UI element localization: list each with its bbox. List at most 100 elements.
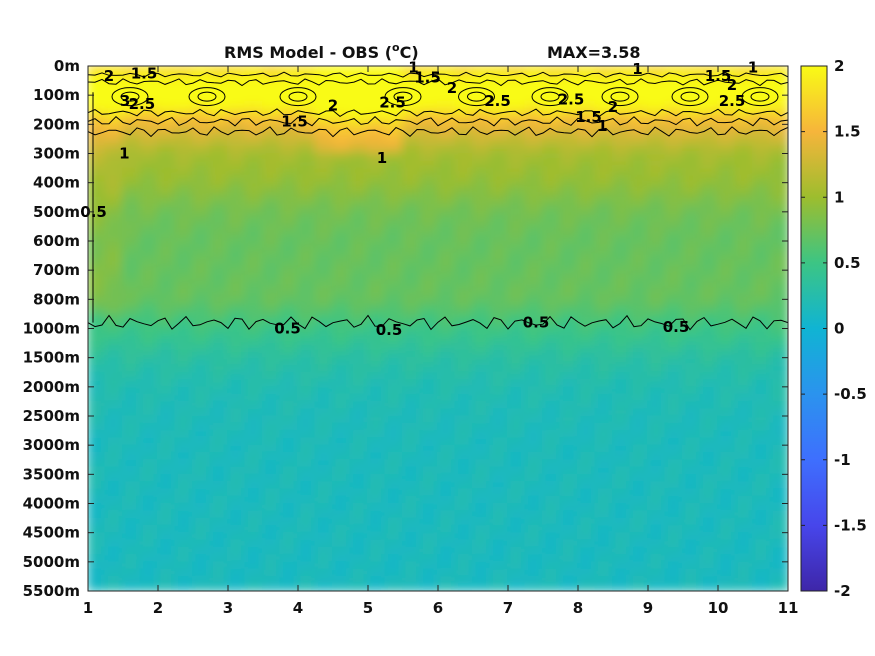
heatmap-cell (349, 255, 369, 264)
heatmap-cell (244, 437, 264, 446)
heatmap-cell (594, 371, 614, 381)
heatmap-cell (769, 211, 788, 220)
heatmap-cell (489, 291, 509, 300)
heatmap-cell (262, 379, 282, 388)
heatmap-cell (157, 342, 177, 351)
heatmap-cell (472, 546, 492, 556)
heatmap-cell (367, 466, 387, 475)
heatmap-cell (104, 532, 124, 541)
y-tick-label: 400m (33, 174, 80, 192)
heatmap-cell (384, 546, 404, 556)
heatmap-cell (489, 138, 509, 147)
contour-label: 1 (748, 58, 758, 76)
heatmap-cell (139, 145, 159, 154)
heatmap-cell (699, 393, 719, 402)
heatmap-cell (227, 561, 247, 570)
heatmap-cell (507, 495, 527, 504)
heatmap-cell (629, 153, 649, 162)
heatmap-cell (682, 466, 702, 475)
heatmap-cell (157, 72, 177, 82)
heatmap-cell (279, 255, 299, 264)
heatmap-cell (612, 269, 632, 278)
heatmap-cell (367, 386, 387, 395)
heatmap-cell (524, 94, 544, 103)
heatmap-cell (279, 400, 299, 410)
heatmap-cell (472, 276, 492, 286)
heatmap-cell (489, 167, 509, 176)
heatmap-cell (192, 72, 212, 82)
heatmap-cell (297, 546, 317, 556)
heatmap-cell (717, 524, 737, 534)
heatmap-cell (279, 160, 299, 169)
heatmap-cell (88, 233, 107, 242)
heatmap-cell (367, 510, 387, 519)
heatmap-cell (454, 583, 474, 591)
heatmap-cell (402, 488, 422, 497)
heatmap-cell (209, 415, 229, 424)
heatmap-cell (279, 546, 299, 556)
heatmap-cell (244, 524, 264, 534)
heatmap-cell (192, 306, 212, 315)
heatmap-cell (717, 415, 737, 424)
heatmap-cell (349, 284, 369, 293)
heatmap-cell (752, 357, 772, 366)
heatmap-cell (612, 218, 632, 227)
heatmap-cell (647, 276, 667, 286)
heatmap-cell (279, 109, 299, 118)
heatmap-cell (682, 488, 702, 497)
heatmap-cell (419, 101, 439, 111)
heatmap-cell (227, 444, 247, 453)
heatmap-cell (507, 225, 527, 235)
heatmap-cell (297, 459, 317, 468)
heatmap-cell (612, 66, 632, 74)
heatmap-cell (542, 291, 562, 300)
heatmap-cell (542, 204, 562, 213)
heatmap-cell (122, 240, 142, 249)
heatmap-cell (664, 72, 684, 82)
heatmap-cell (682, 503, 702, 512)
heatmap-cell (349, 422, 369, 432)
heatmap-cell (559, 218, 579, 227)
heatmap-cell (402, 284, 422, 293)
heatmap-cell (314, 240, 334, 249)
heatmap-cell (297, 160, 317, 169)
heatmap-cell (139, 276, 159, 286)
heatmap-cell (717, 262, 737, 271)
heatmap-cell (717, 473, 737, 483)
heatmap-cell (542, 328, 562, 337)
heatmap-cell (122, 532, 142, 541)
heatmap-cell (122, 561, 142, 570)
heatmap-cell (577, 225, 597, 235)
heatmap-cell (297, 386, 317, 395)
heatmap-cell (647, 306, 667, 315)
heatmap-cell (682, 495, 702, 504)
heatmap-cell (157, 196, 177, 206)
heatmap-cell (454, 393, 474, 402)
heatmap-cell (717, 233, 737, 242)
heatmap-cell (612, 495, 632, 504)
heatmap-cell (542, 379, 562, 388)
heatmap-cell (384, 437, 404, 446)
heatmap-cell (262, 517, 282, 526)
heatmap-cell (542, 561, 562, 570)
heatmap-cell (472, 291, 492, 300)
heatmap-cell (227, 160, 247, 169)
heatmap-cell (629, 408, 649, 417)
heatmap-cell (297, 138, 317, 147)
heatmap-cell (402, 269, 422, 278)
heatmap-cell (349, 481, 369, 490)
heatmap-cell (647, 451, 667, 461)
heatmap-cell (647, 66, 667, 74)
heatmap-cell (244, 393, 264, 402)
heatmap-cell (384, 488, 404, 497)
heatmap-cell (629, 510, 649, 519)
heatmap-cell (507, 379, 527, 388)
heatmap-cell (577, 123, 597, 133)
heatmap-cell (297, 306, 317, 315)
heatmap-cell (629, 517, 649, 526)
heatmap-cell (629, 233, 649, 242)
heatmap-cell (577, 196, 597, 206)
heatmap-cell (139, 291, 159, 300)
heatmap-cell (297, 335, 317, 344)
heatmap-cell (104, 386, 124, 395)
